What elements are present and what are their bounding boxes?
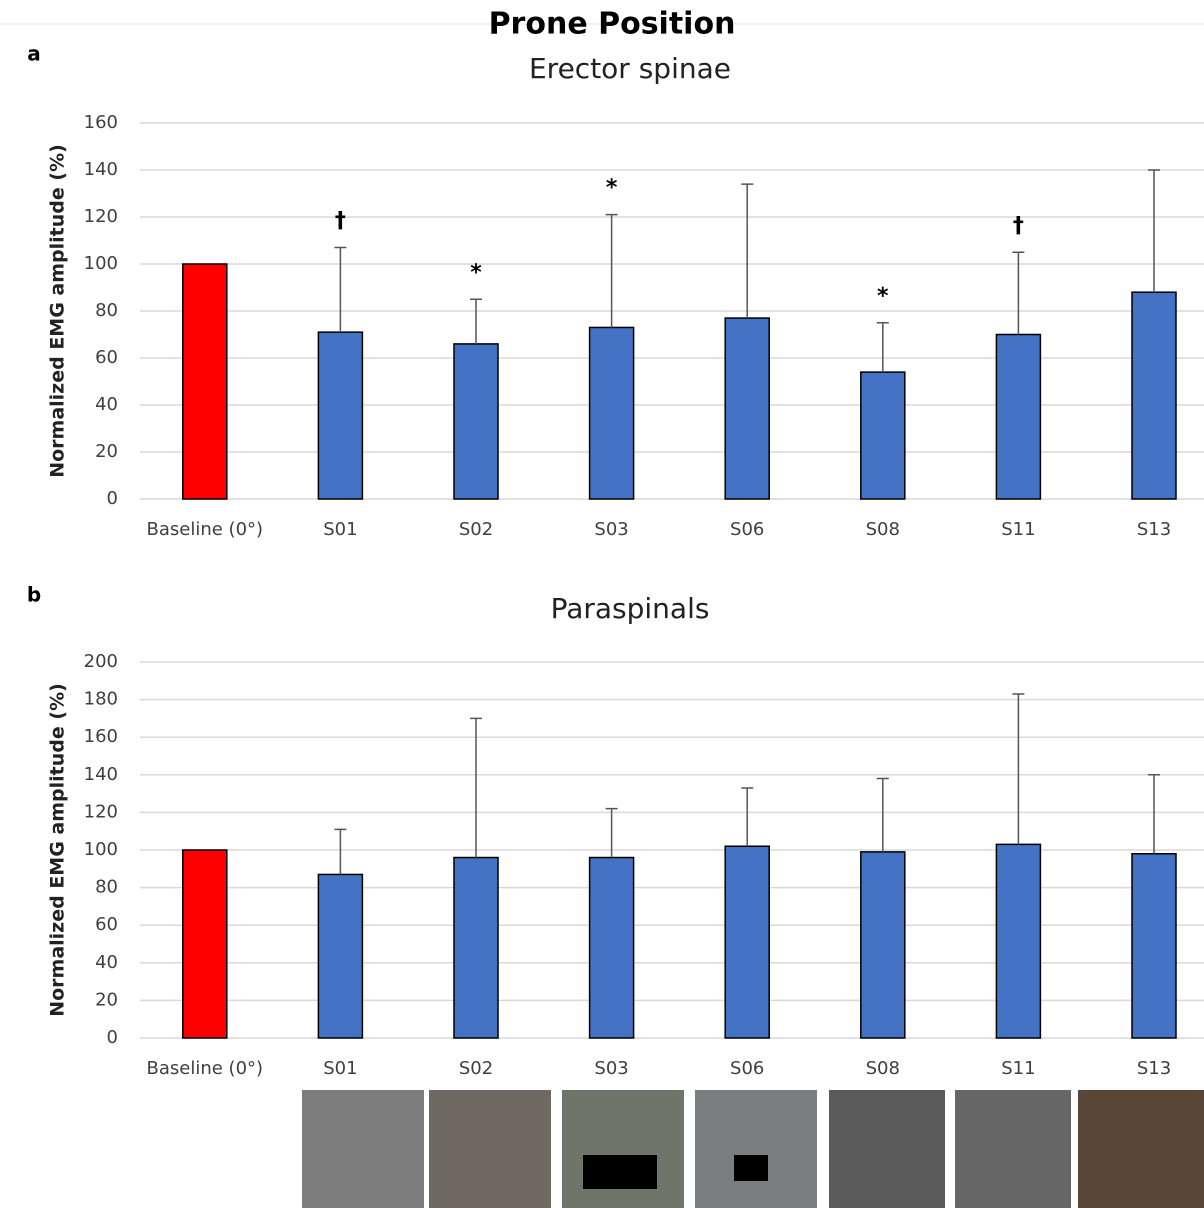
x-tick-label: Baseline (0°) — [147, 1058, 264, 1079]
bar — [724, 317, 770, 500]
bar — [588, 326, 635, 500]
y-tick-label: 180 — [84, 689, 118, 710]
x-tick-label: S11 — [1001, 1058, 1035, 1079]
panel-label: a — [27, 42, 41, 66]
bar — [317, 873, 364, 1039]
bar — [1131, 853, 1177, 1039]
bar — [317, 331, 364, 500]
bar — [182, 849, 228, 1039]
bar — [588, 856, 635, 1039]
figure-title: Prone Position — [489, 7, 736, 42]
bar — [453, 856, 499, 1039]
y-tick-label: 0 — [107, 1027, 118, 1048]
significance-mark: * — [877, 284, 889, 309]
significance-mark: † — [1013, 213, 1024, 238]
error-bar — [334, 828, 347, 875]
y-axis-label: Normalized EMG amplitude (%) — [47, 683, 69, 1017]
y-tick-label: 20 — [95, 441, 118, 462]
x-tick-label: S03 — [594, 1058, 628, 1079]
bar — [995, 333, 1042, 500]
photo — [1078, 1090, 1204, 1208]
significance-mark: † — [335, 209, 346, 234]
error-bar — [1148, 774, 1160, 854]
error-bar — [1148, 169, 1160, 293]
error-bar — [605, 807, 618, 858]
y-tick-label: 60 — [95, 347, 118, 368]
photos — [302, 1090, 1204, 1208]
bar — [453, 343, 499, 500]
y-tick-label: 60 — [95, 914, 118, 935]
y-tick-label: 120 — [84, 206, 118, 227]
error-bar — [876, 777, 889, 852]
x-tick-label: Baseline (0°) — [147, 519, 264, 540]
y-tick-label: 200 — [84, 651, 118, 672]
y-tick-label: 40 — [95, 394, 118, 415]
bar — [860, 851, 906, 1039]
error-bar — [470, 298, 482, 344]
y-tick-label: 80 — [95, 300, 118, 321]
x-tick-label: S13 — [1137, 1058, 1171, 1079]
x-tick-label: S06 — [730, 519, 764, 540]
bar — [860, 371, 906, 500]
photo — [562, 1090, 684, 1208]
y-tick-label: 100 — [84, 253, 118, 274]
y-tick-label: 0 — [107, 488, 118, 509]
error-bar — [334, 246, 347, 333]
x-tick-label: S01 — [323, 1058, 357, 1079]
error-bar — [1012, 251, 1025, 335]
photo — [955, 1090, 1071, 1208]
error-bar — [876, 322, 889, 373]
y-tick-label: 20 — [95, 989, 118, 1010]
error-bar — [741, 183, 754, 319]
y-tick-label: 140 — [84, 159, 118, 180]
y-tick-label: 80 — [95, 877, 118, 898]
x-tick-label: S08 — [866, 1058, 900, 1079]
photo — [695, 1090, 817, 1208]
x-tick-label: S02 — [459, 519, 493, 540]
bar — [182, 263, 228, 500]
y-tick-label: 160 — [84, 112, 118, 133]
bar — [995, 843, 1042, 1039]
x-tick-label: S11 — [1001, 519, 1035, 540]
redaction — [583, 1155, 657, 1189]
y-tick-label: 100 — [84, 839, 118, 860]
error-bar — [470, 717, 482, 858]
photo — [429, 1090, 551, 1208]
x-tick-label: S01 — [323, 519, 357, 540]
x-tick-label: S13 — [1137, 519, 1171, 540]
significance-mark: * — [470, 260, 482, 285]
panel-label: b — [27, 583, 41, 607]
y-axis-label: Normalized EMG amplitude (%) — [47, 144, 69, 478]
x-tick-label: S08 — [866, 519, 900, 540]
significance-mark: * — [606, 176, 618, 201]
photo — [829, 1090, 945, 1208]
x-tick-label: S06 — [730, 1058, 764, 1079]
x-tick-label: S03 — [594, 519, 628, 540]
error-bar — [1012, 693, 1025, 845]
error-bar — [605, 213, 618, 328]
y-tick-label: 140 — [84, 764, 118, 785]
y-tick-label: 120 — [84, 801, 118, 822]
redaction — [734, 1155, 768, 1181]
bar — [1131, 291, 1177, 500]
error-bar — [741, 787, 754, 847]
chart-title: Erector spinae — [529, 52, 731, 85]
x-tick-label: S02 — [459, 1058, 493, 1079]
chart-title: Paraspinals — [551, 592, 710, 625]
y-tick-label: 40 — [95, 952, 118, 973]
y-tick-label: 160 — [84, 726, 118, 747]
photo — [302, 1090, 424, 1208]
bar — [724, 845, 770, 1039]
